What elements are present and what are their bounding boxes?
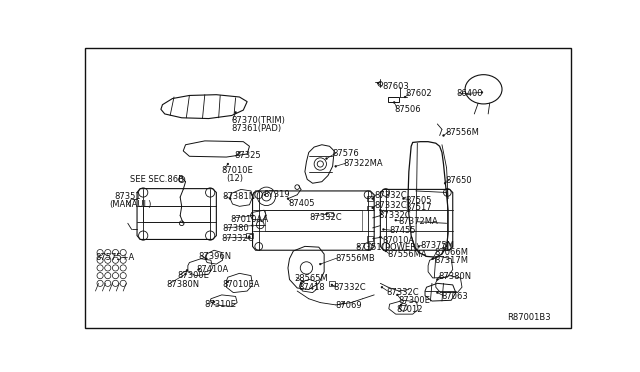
Text: 87370(TRIM): 87370(TRIM)	[231, 116, 285, 125]
Text: 87069: 87069	[335, 301, 362, 310]
Circle shape	[252, 225, 253, 227]
Circle shape	[252, 215, 253, 217]
Circle shape	[331, 284, 333, 286]
Text: 87332C: 87332C	[387, 288, 419, 297]
Text: 87317M: 87317M	[435, 256, 468, 264]
Text: 87066M: 87066M	[435, 248, 468, 257]
Text: 87361(PAD): 87361(PAD)	[231, 124, 281, 133]
Circle shape	[380, 236, 381, 238]
Circle shape	[436, 292, 438, 294]
Text: 87576: 87576	[333, 150, 360, 158]
Text: 87375M: 87375M	[420, 241, 454, 250]
Circle shape	[372, 198, 374, 199]
Text: 87012: 87012	[397, 305, 423, 314]
Circle shape	[358, 246, 360, 247]
Text: 87332C: 87332C	[221, 234, 254, 243]
Text: 87332C: 87332C	[310, 212, 342, 221]
Text: 87602: 87602	[406, 89, 433, 97]
Circle shape	[227, 281, 229, 283]
Circle shape	[394, 102, 395, 103]
Circle shape	[443, 135, 444, 137]
Text: 87556M: 87556M	[445, 128, 479, 137]
Circle shape	[303, 281, 304, 283]
Text: 87319: 87319	[263, 190, 290, 199]
Circle shape	[198, 269, 200, 270]
Text: SEE SEC.86B: SEE SEC.86B	[130, 175, 184, 184]
Text: 87332C: 87332C	[374, 201, 407, 210]
Text: 87010E: 87010E	[221, 166, 253, 175]
Circle shape	[205, 258, 207, 260]
Circle shape	[326, 213, 328, 215]
Circle shape	[342, 302, 344, 304]
Circle shape	[403, 198, 404, 199]
Circle shape	[385, 250, 387, 252]
Circle shape	[377, 82, 379, 84]
Text: 87372MA: 87372MA	[399, 217, 438, 226]
Circle shape	[335, 166, 337, 167]
Circle shape	[481, 92, 483, 93]
Circle shape	[436, 279, 438, 280]
Text: 87418: 87418	[299, 283, 325, 292]
Circle shape	[300, 282, 302, 284]
Circle shape	[213, 301, 215, 303]
Circle shape	[372, 207, 374, 209]
Text: 87455: 87455	[390, 226, 416, 235]
Text: 87505: 87505	[406, 196, 432, 205]
Text: 87351: 87351	[115, 192, 141, 202]
Circle shape	[287, 198, 289, 199]
Circle shape	[319, 263, 321, 265]
Text: 87332C: 87332C	[374, 191, 407, 200]
Text: 87381N: 87381N	[223, 192, 255, 202]
Circle shape	[229, 198, 231, 199]
Text: 87300E: 87300E	[177, 271, 209, 280]
Circle shape	[239, 151, 241, 153]
Text: 28565M: 28565M	[294, 274, 328, 283]
Text: 87322MA: 87322MA	[344, 159, 383, 169]
Text: 87300E: 87300E	[399, 296, 431, 305]
Text: (MANAUL): (MANAUL)	[109, 200, 152, 209]
Text: 87603: 87603	[383, 81, 410, 91]
Circle shape	[432, 258, 434, 260]
Circle shape	[381, 286, 383, 288]
Text: 87396N: 87396N	[198, 252, 232, 261]
Circle shape	[235, 112, 237, 113]
Text: (12): (12)	[227, 174, 243, 183]
Circle shape	[444, 182, 446, 184]
Text: R87001B3: R87001B3	[508, 312, 551, 322]
Text: 87556MB: 87556MB	[335, 254, 374, 263]
Circle shape	[248, 236, 250, 238]
Circle shape	[404, 96, 406, 98]
Text: 87506: 87506	[394, 105, 421, 114]
Text: 87010AA: 87010AA	[230, 215, 268, 224]
Text: 87556MA: 87556MA	[387, 250, 427, 259]
Text: 87351(POWER): 87351(POWER)	[355, 243, 419, 252]
Text: 87517: 87517	[406, 203, 433, 212]
Circle shape	[264, 194, 266, 196]
Text: 87325: 87325	[234, 151, 260, 160]
Circle shape	[395, 219, 397, 221]
Text: 87405: 87405	[289, 199, 316, 208]
Text: 86400: 86400	[456, 89, 483, 97]
Text: 87410A: 87410A	[196, 265, 228, 274]
Text: 87332C: 87332C	[378, 211, 411, 220]
Circle shape	[326, 158, 328, 160]
Text: 87575+A: 87575+A	[95, 253, 134, 262]
Text: 87010A: 87010A	[382, 235, 414, 245]
Circle shape	[380, 209, 381, 211]
Text: 87332C: 87332C	[333, 283, 366, 292]
Circle shape	[383, 228, 385, 230]
Circle shape	[184, 273, 186, 275]
Text: 87063: 87063	[441, 292, 468, 301]
Circle shape	[418, 246, 420, 247]
Circle shape	[396, 294, 398, 296]
Text: 87380N: 87380N	[166, 280, 200, 289]
Circle shape	[186, 269, 188, 271]
Circle shape	[400, 304, 402, 306]
Text: 87380N: 87380N	[438, 272, 471, 281]
Text: 87650: 87650	[445, 176, 472, 185]
Text: 87380: 87380	[223, 224, 249, 233]
Text: 87010EA: 87010EA	[223, 280, 260, 289]
Circle shape	[227, 163, 229, 165]
Text: 87310E: 87310E	[205, 300, 237, 309]
